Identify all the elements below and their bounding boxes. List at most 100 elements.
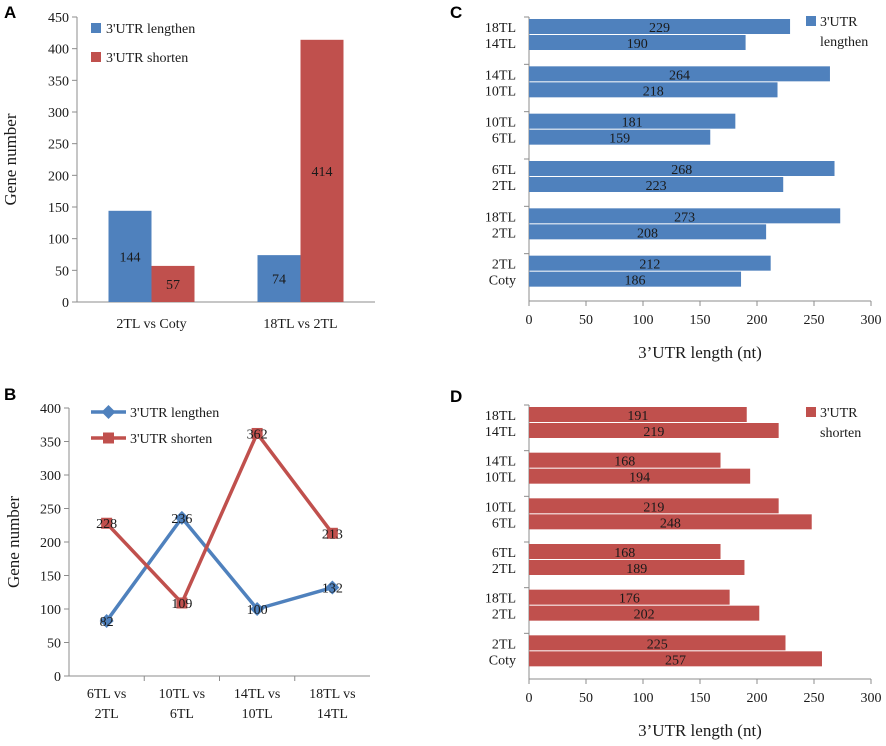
x-category-label: 2TL [95, 707, 119, 722]
x-axis-title: 3’UTR length (nt) [638, 721, 762, 740]
y-category-label: 18TL [485, 592, 516, 607]
data-point [176, 597, 188, 609]
bar [529, 423, 779, 438]
point-value-label: 213 [322, 527, 343, 542]
legend-swatch [91, 23, 101, 33]
bar [529, 177, 784, 192]
x-category-label: 14TL [317, 707, 348, 722]
bar-value-label: 212 [639, 258, 660, 273]
chart-a-gene-number-bar: 0 50 100 150 200 250 300 350 400 450 Gene number 2T… [1, 11, 375, 332]
data-point [326, 527, 338, 539]
x-tick-label: 100 [633, 313, 654, 328]
panel-label-a: A [4, 3, 16, 22]
x-category-label: 10TL [242, 707, 273, 722]
x-tick-label: 100 [633, 691, 654, 706]
bar-value-label: 223 [646, 179, 667, 194]
point-value-label: 82 [100, 615, 114, 630]
y-category-label: 18TL [485, 21, 516, 36]
bar [529, 544, 721, 559]
y-tick-label: 50 [55, 264, 69, 279]
x-category-label: 2TL vs Coty [116, 317, 186, 332]
bar-value-label: 186 [625, 274, 646, 289]
point-value-label: 109 [171, 597, 192, 612]
bar [529, 560, 745, 575]
y-tick-label: 400 [40, 402, 61, 417]
y-category-label: 14TL [485, 68, 516, 83]
bar-value-label: 168 [614, 455, 635, 470]
legend-label: 3'UTR lengthen [130, 406, 219, 421]
bar [529, 208, 841, 224]
x-tick-label: 150 [690, 691, 711, 706]
y-axis-title: Gene number [1, 113, 20, 205]
legend-label: 3'UTR shorten [130, 432, 212, 447]
y-tick-label: 150 [48, 201, 69, 216]
y-tick-label: 150 [40, 570, 61, 585]
y-category-label: 2TL [492, 562, 516, 577]
bar-value-label: 168 [614, 546, 635, 561]
x-tick-label: 200 [747, 313, 768, 328]
y-category-label: 10TL [485, 471, 516, 486]
bar [529, 589, 730, 605]
legend-swatch [806, 407, 816, 417]
bar [529, 635, 786, 651]
bar-value-label: 176 [619, 592, 640, 607]
legend-swatch [806, 16, 816, 26]
bar [151, 265, 195, 302]
legend-label: 3'UTR [820, 15, 858, 30]
y-category-label: 14TL [485, 455, 516, 470]
x-axis-title: 3’UTR length (nt) [638, 343, 762, 362]
y-category-label: 2TL [492, 179, 516, 194]
x-tick-label: 250 [804, 313, 825, 328]
chart-d-utr-shorten-bar: 0 50 100 150 200 250 300 3’UTR length (nt) 191 18… [485, 404, 882, 740]
data-point [174, 510, 189, 525]
bar [529, 514, 812, 530]
bar-value-label: 225 [647, 637, 668, 652]
bar-value-label: 229 [649, 21, 670, 36]
legend-swatch [91, 52, 101, 62]
chart-b-gene-number-line: 0 50 100 150 200 250 300 350 400 Gene number 6TL v… [4, 402, 370, 722]
x-tick-label: 0 [526, 313, 533, 328]
y-category-label: 6TL [492, 546, 516, 561]
bar [529, 113, 736, 129]
bar-value-label: 191 [627, 409, 648, 424]
bar [529, 271, 742, 287]
panel-label-d: D [450, 387, 462, 406]
bar [257, 255, 301, 302]
point-value-label: 132 [322, 582, 343, 597]
y-tick-label: 350 [40, 436, 61, 451]
bar-value-label: 218 [643, 84, 664, 99]
y-category-label: 2TL [492, 637, 516, 652]
data-point [101, 517, 113, 529]
bar [529, 498, 779, 514]
bar [529, 82, 778, 98]
bar [529, 651, 822, 667]
bar-value-label: 159 [609, 132, 630, 147]
y-tick-label: 450 [48, 11, 69, 26]
series-line [105, 431, 334, 605]
y-category-label: 18TL [485, 409, 516, 424]
bar [529, 35, 746, 50]
y-tick-label: 400 [48, 43, 69, 58]
y-tick-label: 200 [48, 169, 69, 184]
legend-label: 3'UTR shorten [106, 51, 188, 66]
bar-value-label: 273 [674, 210, 695, 225]
bar-value-label: 208 [637, 226, 658, 241]
bar-value-label: 219 [643, 425, 664, 440]
data-point [251, 427, 263, 439]
bar [529, 19, 791, 34]
y-category-label: 6TL [492, 516, 516, 531]
y-category-label: 18TL [485, 210, 516, 225]
x-tick-label: 0 [526, 691, 533, 706]
bar-value-label: 74 [272, 273, 286, 288]
y-category-label: 2TL [492, 608, 516, 623]
point-value-label: 228 [96, 517, 117, 532]
panel-label-b: B [4, 385, 16, 404]
bar [300, 39, 344, 303]
bar [529, 605, 760, 621]
legend-label: shorten [820, 426, 861, 441]
y-tick-label: 350 [48, 74, 69, 89]
y-category-label: 2TL [492, 226, 516, 241]
x-tick-label: 300 [861, 313, 882, 328]
y-tick-label: 0 [62, 296, 69, 311]
